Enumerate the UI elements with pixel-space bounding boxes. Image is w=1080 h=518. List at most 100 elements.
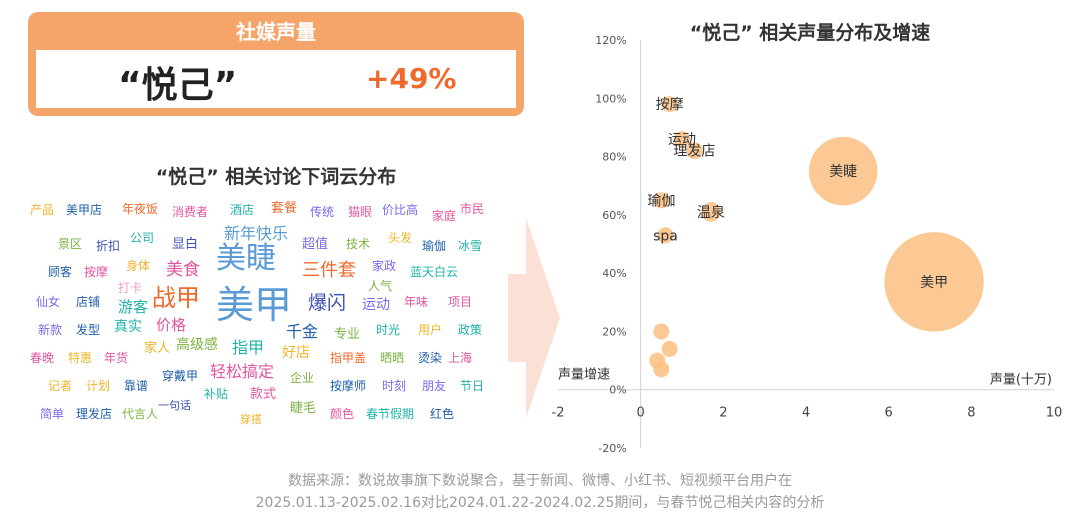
bubble-label: 瑜伽 <box>647 193 675 209</box>
word-cloud-term: 春节假期 <box>366 407 415 421</box>
word-cloud-term: 家政 <box>372 259 397 273</box>
word-cloud-term: 专业 <box>334 327 361 342</box>
bubble-point <box>653 361 670 378</box>
word-cloud: 产品 美甲店 年夜饭 消费者 酒店 套餐 传统 猫眼 价比高 市民 新年快乐 家庭 景区 折扣 公司 显白 超值… <box>28 196 498 432</box>
word-cloud-term: 按摩师 <box>330 379 367 393</box>
word-cloud-term: 朋友 <box>422 379 447 393</box>
y-tick-label: -20% <box>598 442 626 455</box>
word-cloud-term: 显白 <box>172 237 199 252</box>
y-axis-title: 声量增速 <box>558 368 610 383</box>
word-cloud-term: 美甲 <box>216 283 293 327</box>
word-cloud-term: 消费者 <box>172 205 209 219</box>
social-volume-card: 社媒声量 “悦己” +49% <box>28 12 524 116</box>
bubble-point <box>661 96 678 113</box>
word-cloud-term: 头发 <box>388 231 413 245</box>
word-cloud-term: 仙女 <box>36 295 61 309</box>
word-cloud-term: 酒店 <box>230 203 255 217</box>
word-cloud-term: 轻松搞定 <box>210 362 275 381</box>
word-cloud-term: 三件套 <box>302 260 356 281</box>
word-cloud-term: 市民 <box>460 202 485 216</box>
y-tick-label: 80% <box>602 151 626 164</box>
word-cloud-term: 年夜饭 <box>122 202 159 216</box>
bubble-point <box>686 142 703 160</box>
word-cloud-term: 颜色 <box>330 407 355 421</box>
brand-keyword: “悦己” <box>118 65 238 106</box>
word-cloud-term: 补贴 <box>204 387 229 401</box>
source-line-2: 2025.01.13-2025.02.16对比2024.01.22-2024.0… <box>255 495 825 511</box>
word-cloud-term: 打卡 <box>118 281 143 295</box>
word-cloud-term: 战甲 <box>152 284 200 312</box>
word-cloud-term: 政策 <box>458 323 483 337</box>
x-tick-label: 6 <box>885 406 893 421</box>
word-cloud-term: 穿戴甲 <box>162 369 199 383</box>
word-cloud-term: 好店 <box>282 345 310 361</box>
bubble-label: 美睫 <box>829 164 857 180</box>
y-tick-label: 120% <box>595 34 626 47</box>
x-axis-title: 声量(十万) <box>990 373 1052 388</box>
word-cloud-term: 睫毛 <box>290 401 317 416</box>
bubble-chart: -20% 0% 20% 40% 60% 80% 100% 120% -2 0 2 4 6 8 10 按摩运动理… <box>552 34 1063 455</box>
word-cloud-term: 游客 <box>118 298 149 316</box>
bubble-point <box>884 232 984 332</box>
word-cloud-term: 美食 <box>166 260 200 280</box>
word-cloud-term: 按摩 <box>84 265 109 279</box>
word-cloud-term: 店铺 <box>76 295 101 309</box>
word-cloud-term: 冰雪 <box>458 239 483 253</box>
word-cloud-term: 发型 <box>76 323 101 337</box>
y-tick-label: 60% <box>602 209 626 222</box>
word-cloud-term: 年味 <box>404 295 429 309</box>
y-tick-label: 20% <box>602 325 626 338</box>
y-tick-label: 40% <box>602 267 626 280</box>
word-cloud-term: 身体 <box>126 259 151 273</box>
bubble-point <box>653 192 670 209</box>
word-cloud-term: 技术 <box>346 237 371 251</box>
chart-title: “悦己” 相关声量分布及增速 <box>689 22 931 44</box>
word-cloud-term: 特惠 <box>68 351 93 365</box>
bubble-label: 温泉 <box>697 204 725 221</box>
x-tick-label: 0 <box>637 406 645 421</box>
word-cloud-term: 家庭 <box>432 209 457 223</box>
word-cloud-term: 项目 <box>448 295 473 309</box>
word-cloud-term: 年货 <box>104 351 129 365</box>
word-cloud-term: 企业 <box>290 371 315 385</box>
bubble-label: spa <box>653 228 678 244</box>
word-cloud-term: 红色 <box>430 407 455 421</box>
bubble-label: 按摩 <box>656 96 684 113</box>
source-line-1: 数据来源：数说故事旗下数说聚合，基于新闻、微博、小红书、短视频平台用户在 <box>288 473 792 489</box>
bubble-point <box>661 340 678 357</box>
y-tick-label: 100% <box>595 92 626 105</box>
word-cloud-term: 理发店 <box>76 407 113 421</box>
word-cloud-term: 新款 <box>38 323 63 337</box>
x-tick-label: 10 <box>1046 406 1063 421</box>
word-cloud-term: 传统 <box>310 205 335 219</box>
word-cloud-term: 家人 <box>144 341 171 356</box>
x-tick-label: 2 <box>719 406 727 421</box>
word-cloud-term: 套餐 <box>271 201 298 216</box>
card-content: “悦己” +49% <box>36 50 516 108</box>
bubble-point <box>657 227 674 244</box>
word-cloud-term: 瑜伽 <box>422 239 447 253</box>
bubble-point <box>808 136 878 206</box>
word-cloud-term: 记者 <box>48 379 73 393</box>
word-cloud-term: 景区 <box>58 237 83 251</box>
word-cloud-term: 上海 <box>448 351 473 365</box>
word-cloud-term: 折扣 <box>96 239 121 253</box>
x-tick-label: 4 <box>802 406 810 421</box>
growth-value: +49% <box>366 62 457 95</box>
bubble-point <box>674 131 690 148</box>
word-cloud-term: 顾客 <box>48 265 73 279</box>
word-cloud-term: 用户 <box>418 323 443 337</box>
data-source-note: 数据来源：数说故事旗下数说聚合，基于新闻、微博、小红书、短视频平台用户在 202… <box>0 470 1080 514</box>
word-cloud-term: 节日 <box>460 379 485 393</box>
word-cloud-term: 靠谱 <box>124 379 149 393</box>
x-tick-label: -2 <box>552 406 565 421</box>
word-cloud-term: 时光 <box>376 323 401 337</box>
word-cloud-term: 猫眼 <box>348 205 373 219</box>
word-cloud-term: 时刻 <box>382 379 407 393</box>
word-cloud-term: 运动 <box>362 297 390 313</box>
word-cloud-term: 超值 <box>302 237 329 252</box>
word-cloud-term: 产品 <box>30 203 55 217</box>
word-cloud-title: “悦己” 相关讨论下词云分布 <box>155 166 397 188</box>
word-cloud-term: 人气 <box>368 279 393 293</box>
word-cloud-term: 公司 <box>130 231 155 245</box>
